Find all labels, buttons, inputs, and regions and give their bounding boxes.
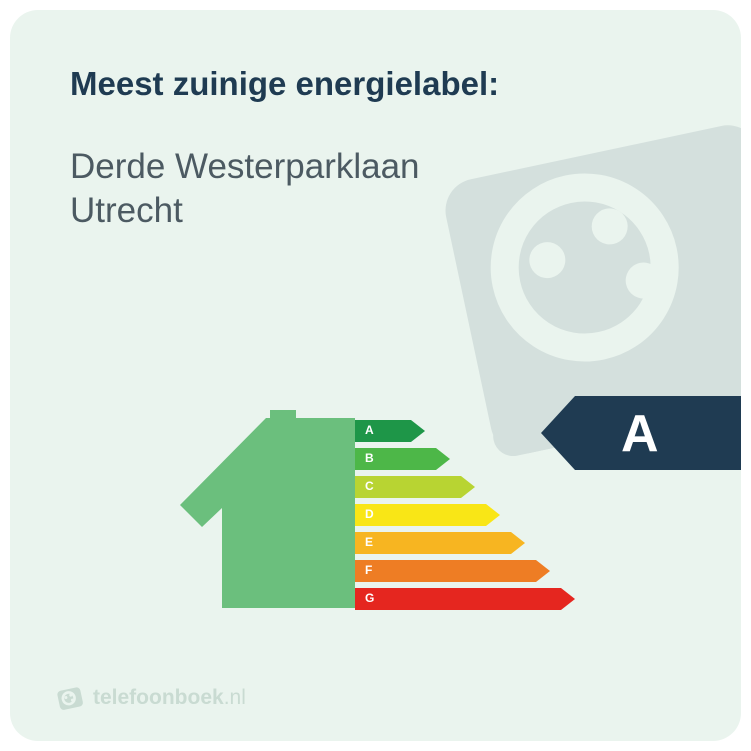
energy-bar-e: E — [355, 532, 575, 554]
address-block: Derde Westerparklaan Utrecht — [70, 145, 681, 233]
energy-bar-label: E — [365, 535, 373, 549]
energy-bar-label: G — [365, 591, 374, 605]
energy-bar-f: F — [355, 560, 575, 582]
energy-bar-label: F — [365, 563, 372, 577]
address-street: Derde Westerparklaan — [70, 145, 681, 189]
content-area: Meest zuinige energielabel: Derde Wester… — [10, 10, 741, 233]
energy-label-card: Meest zuinige energielabel: Derde Wester… — [10, 10, 741, 741]
selected-label-letter: A — [621, 404, 659, 464]
energy-bar-c: C — [355, 476, 575, 498]
energy-bar-d: D — [355, 504, 575, 526]
footer: telefoonboek.nl — [57, 685, 246, 711]
selected-label-badge: A — [541, 396, 741, 475]
energy-bar-label: D — [365, 507, 374, 521]
footer-brand-tld: .nl — [224, 686, 246, 709]
energy-bar-label: B — [365, 451, 374, 465]
footer-brand: telefoonboek.nl — [93, 686, 246, 710]
footer-logo-icon — [55, 683, 86, 714]
house-icon — [170, 410, 355, 625]
energy-bar-label: A — [365, 423, 374, 437]
footer-brand-name: telefoonboek — [93, 686, 224, 709]
page-title: Meest zuinige energielabel: — [70, 65, 681, 103]
address-city: Utrecht — [70, 189, 681, 233]
energy-bar-label: C — [365, 479, 374, 493]
energy-bar-g: G — [355, 588, 575, 610]
